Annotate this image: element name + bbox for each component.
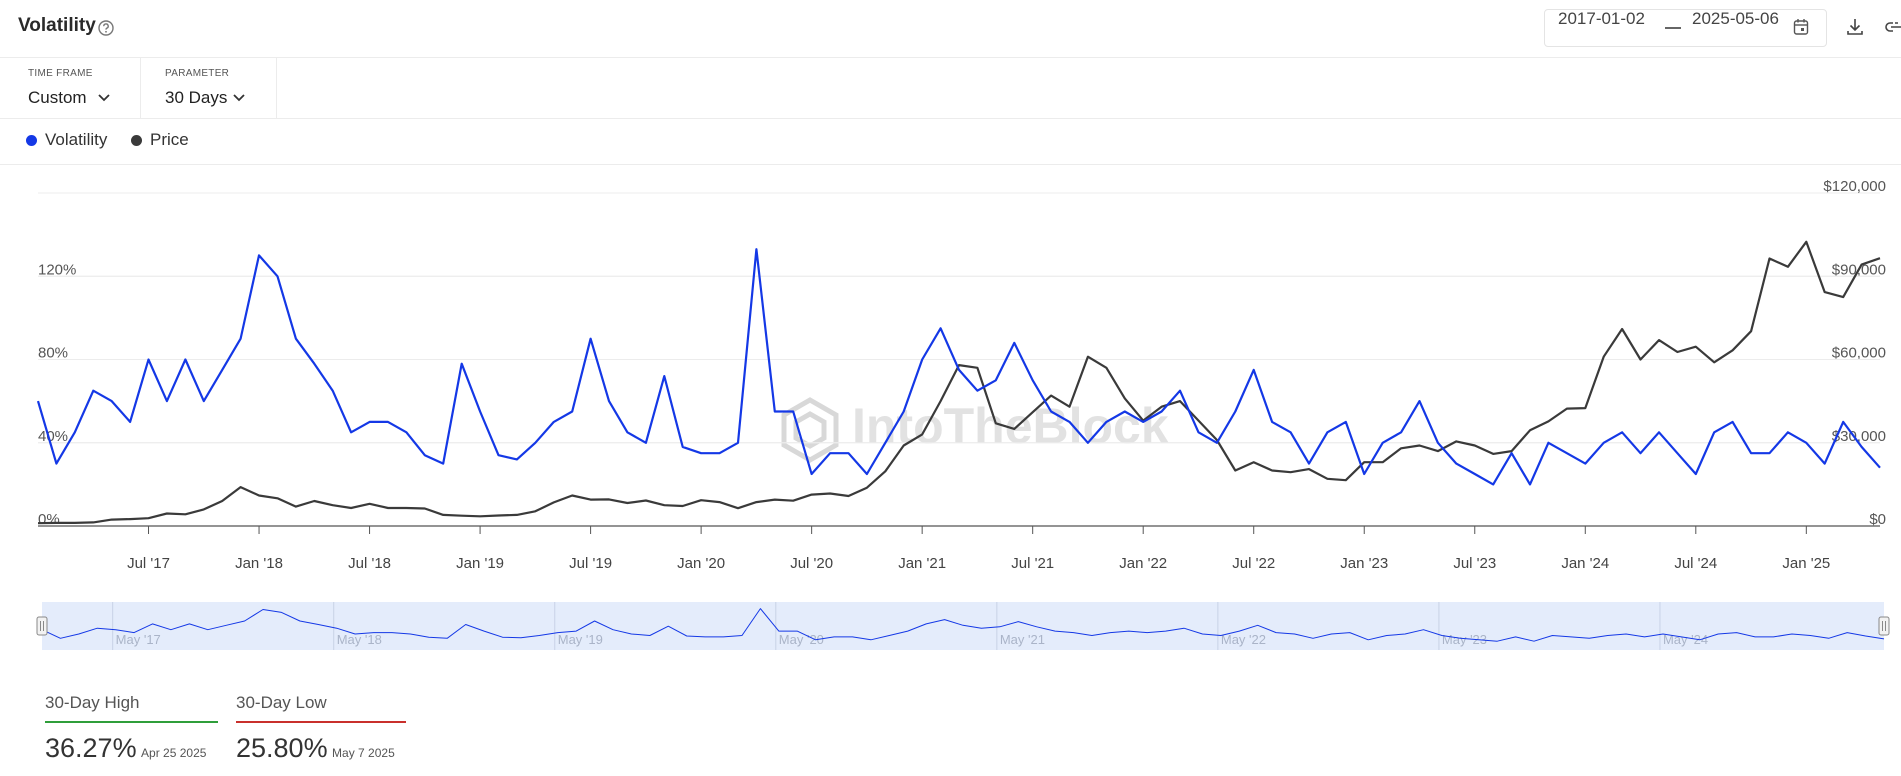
navigator-label: May '18 [337,632,382,647]
stat-low-date: May 7 2025 [332,746,395,760]
page-title: Volatility [18,15,96,36]
date-to[interactable]: 2025-05-06 [1692,9,1779,28]
navigator-label: May '19 [558,632,603,647]
date-from[interactable]: 2017-01-02 [1558,9,1645,28]
stat-low-underline [236,721,406,723]
x-tick-label: Jul '18 [348,555,391,572]
y-tick-label: 120% [38,261,76,278]
parameter-dropdown[interactable]: 30 Days [165,88,227,108]
navigator-label: May '23 [1442,632,1487,647]
navigator-handle[interactable] [1878,616,1890,636]
legend-item[interactable]: Price [131,130,189,150]
y-tick-label: 40% [38,428,68,445]
navigator-background [42,602,1884,650]
legend-swatch [26,134,37,146]
stat-high-underline [45,721,218,723]
x-tick-label: Jul '17 [127,555,170,572]
calendar-icon[interactable] [1793,18,1809,36]
navigator-handle[interactable] [36,616,48,636]
chevron-icon[interactable] [97,92,111,104]
legend-item[interactable]: Volatility [26,130,107,150]
x-tick-label: Jan '18 [235,555,283,572]
series-line [36,248,1881,486]
chevron-icon[interactable] [232,92,246,104]
series-line [37,240,1881,525]
y-tick-label: 80% [38,345,68,362]
navigator-label: May '20 [779,632,824,647]
navigator-label: May '22 [1221,632,1266,647]
divider [276,57,277,118]
watermark-logo [781,397,839,463]
navigator-label: May '17 [116,632,161,647]
x-tick-label: Jan '22 [1119,555,1167,572]
x-tick-label: Jan '23 [1340,555,1388,572]
navigator-label: May '21 [1000,632,1045,647]
legend-swatch [131,134,142,146]
help-icon[interactable] [97,19,115,37]
x-tick-label: Jul '21 [1011,555,1054,572]
stat-high-value: 36.27% [45,733,137,763]
link-icon[interactable] [1884,17,1901,37]
divider [140,57,141,118]
x-tick-label: Jul '22 [1232,555,1275,572]
date-range-picker[interactable] [1544,9,1827,47]
stat-high: 36.27% Apr 25 2025 [45,733,206,764]
x-tick-label: Jul '23 [1453,555,1496,572]
x-tick-label: Jan '25 [1782,555,1830,572]
legend-label: Price [150,130,189,149]
parameter-label: PARAMETER [165,68,230,79]
stat-high-date: Apr 25 2025 [141,746,207,760]
x-tick-label: Jan '21 [898,555,946,572]
x-tick-label: Jul '19 [569,555,612,572]
y2-tick-label: $30,000 [1832,428,1886,445]
x-tick-label: Jan '24 [1561,555,1609,572]
x-tick-label: Jan '20 [677,555,725,572]
y2-tick-label: $60,000 [1832,345,1886,362]
divider [0,57,1901,58]
legend-label: Volatility [45,130,108,149]
navigator-handle-grip [1878,616,1890,636]
divider [0,118,1901,119]
divider [0,164,1901,165]
date-separator [1665,27,1681,29]
navigator-handle-grip [36,616,48,636]
navigator-line [41,608,1885,642]
stat-low-value: 25.80% [236,733,328,763]
time-frame-dropdown[interactable]: Custom [28,88,87,108]
parameter-value: 30 Days [165,88,228,107]
download-icon[interactable] [1845,17,1865,37]
stat-high-label: 30-Day High [45,693,140,712]
x-tick-label: Jul '20 [790,555,833,572]
y2-tick-label: $120,000 [1823,178,1886,195]
y2-tick-label: $0 [1869,511,1886,528]
x-tick-label: Jul '24 [1674,555,1717,572]
time-frame-value: Custom [28,88,87,107]
watermark: IntoTheBlock [852,398,1169,454]
time-frame-label: TIME FRAME [28,68,93,79]
stat-low-label: 30-Day Low [236,693,327,712]
stat-low: 25.80% May 7 2025 [236,733,395,764]
x-tick-label: Jan '19 [456,555,504,572]
